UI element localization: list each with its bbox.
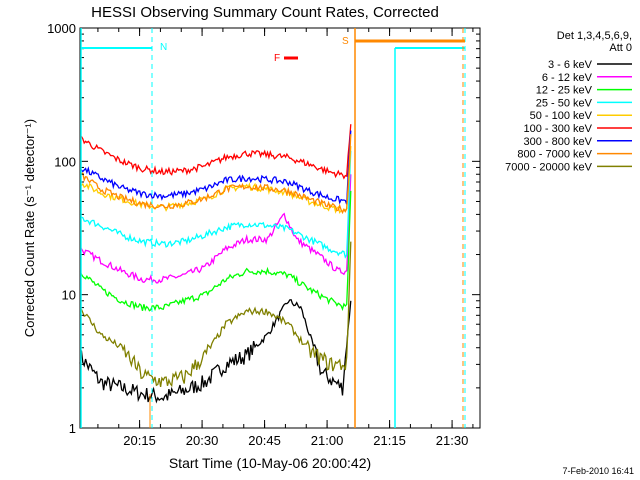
legend-label-4: 50 - 100 keV bbox=[530, 110, 593, 122]
legend-label-1: 6 - 12 keV bbox=[542, 72, 593, 84]
footer-timestamp: 7-Feb-2010 16:41 bbox=[562, 466, 634, 476]
flag-f-label: F bbox=[274, 53, 280, 64]
series-line-6 bbox=[79, 130, 352, 205]
series-line-4 bbox=[79, 146, 352, 214]
y-tick-label: 1000 bbox=[47, 21, 76, 36]
legend-label-8: 7000 - 20000 keV bbox=[505, 161, 593, 173]
chart-title: HESSI Observing Summary Count Rates, Cor… bbox=[91, 4, 439, 21]
legend-label-7: 800 - 7000 keV bbox=[517, 149, 592, 161]
x-tick-label: 20:30 bbox=[186, 433, 219, 448]
x-tick-label: 20:45 bbox=[248, 433, 281, 448]
x-tick-label: 21:30 bbox=[436, 433, 469, 448]
flag-n-label: N bbox=[160, 42, 167, 53]
x-axis-label: Start Time (10-May-06 20:00:42) bbox=[169, 455, 371, 471]
y-tick-label: 1 bbox=[69, 421, 76, 436]
series-line-3 bbox=[79, 150, 352, 259]
x-tick-label: 21:15 bbox=[373, 433, 406, 448]
flag-s-label: S bbox=[342, 36, 349, 47]
legend-title-line1: Det 1,3,4,5,6,9, bbox=[557, 30, 632, 42]
series-line-8 bbox=[79, 241, 352, 388]
plot-frame bbox=[79, 27, 481, 429]
series-line-0 bbox=[79, 298, 352, 404]
legend-label-3: 25 - 50 keV bbox=[536, 97, 593, 109]
legend-label-2: 12 - 25 keV bbox=[536, 85, 593, 97]
y-tick-label: 100 bbox=[54, 154, 76, 169]
legend-label-5: 100 - 300 keV bbox=[524, 123, 593, 135]
legend-label-6: 300 - 800 keV bbox=[524, 136, 593, 148]
series-line-7 bbox=[79, 134, 352, 215]
plot-layer bbox=[79, 124, 352, 404]
legend-title-line2: Att 0 bbox=[609, 42, 632, 54]
flags: N F S bbox=[80, 28, 466, 428]
legend-label-0: 3 - 6 keV bbox=[548, 59, 593, 71]
y-tick-label: 10 bbox=[62, 288, 76, 303]
x-tick-label: 21:00 bbox=[311, 433, 344, 448]
series-line-1 bbox=[79, 174, 352, 284]
series-line-5 bbox=[79, 124, 352, 180]
series-line-2 bbox=[79, 190, 352, 312]
x-tick-label: 20:15 bbox=[123, 433, 156, 448]
y-axis-label: Corrected Count Rate (s⁻¹ detector⁻¹) bbox=[22, 119, 37, 337]
